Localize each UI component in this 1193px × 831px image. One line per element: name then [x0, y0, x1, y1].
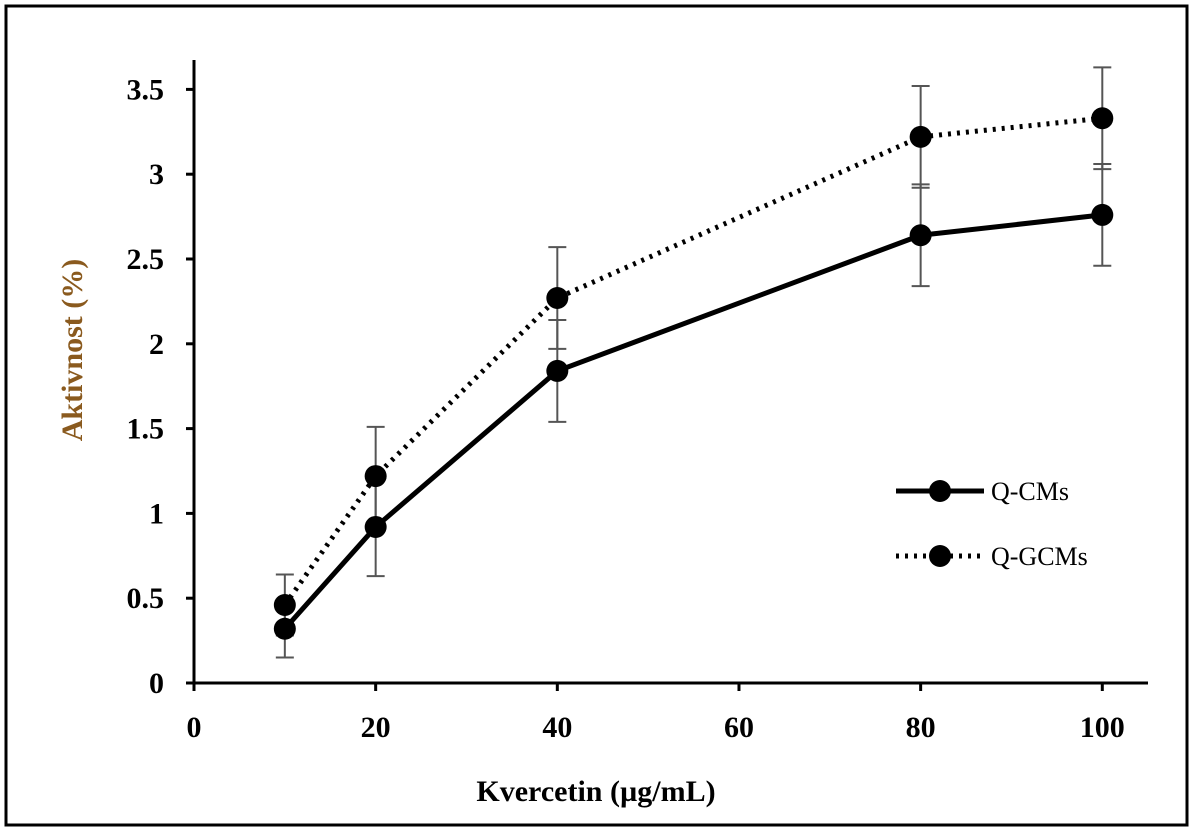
data-point-q-gcms	[1091, 107, 1114, 130]
x-axis-title: Kvercetin (µg/mL)	[476, 775, 715, 808]
x-axis-ticks: 0 20 40 60 80 100	[187, 683, 1125, 744]
y-axis-title: Aktivnost (%)	[56, 259, 89, 442]
legend-label-q-gcms: Q-GCMs	[991, 542, 1088, 571]
x-tick-label: 20	[361, 711, 391, 744]
legend-entry-q-gcms: Q-GCMs	[896, 542, 1088, 571]
data-point-q-cms	[364, 515, 387, 538]
data-point-q-cms	[909, 224, 932, 247]
y-axis-ticks: 0 0.5 1 1.5 2 2.5 3 3.5	[127, 73, 194, 700]
x-tick-label: 80	[906, 711, 936, 744]
y-tick-label: 0.5	[127, 582, 165, 615]
y-tick-label: 3.5	[127, 73, 165, 106]
plot-area	[273, 66, 1114, 659]
data-point-q-cms	[1091, 203, 1114, 226]
x-tick-label: 0	[187, 711, 202, 744]
legend-label-q-cms: Q-CMs	[991, 477, 1069, 506]
data-point-q-gcms	[909, 125, 932, 148]
data-point-q-gcms	[364, 465, 387, 488]
x-tick-label: 40	[542, 711, 572, 744]
legend-marker-q-gcms	[929, 545, 951, 567]
data-point-q-cms	[546, 359, 569, 382]
x-tick-label: 100	[1080, 711, 1125, 744]
x-tick-label: 60	[724, 711, 754, 744]
data-point-q-gcms	[273, 593, 296, 616]
y-tick-label: 1.5	[127, 413, 165, 446]
legend-entry-q-cms: Q-CMs	[896, 477, 1069, 506]
legend: Q-CMs Q-GCMs	[896, 477, 1088, 571]
y-tick-label: 1	[149, 497, 164, 530]
y-tick-label: 2.5	[127, 243, 165, 276]
y-tick-label: 0	[149, 667, 164, 700]
chart-frame	[4, 4, 1189, 827]
data-point-q-cms	[273, 617, 296, 640]
y-tick-label: 2	[149, 328, 164, 361]
data-point-q-gcms	[546, 287, 569, 310]
legend-marker-q-cms	[929, 480, 951, 502]
y-tick-label: 3	[149, 158, 164, 191]
series-markers	[273, 107, 1114, 640]
